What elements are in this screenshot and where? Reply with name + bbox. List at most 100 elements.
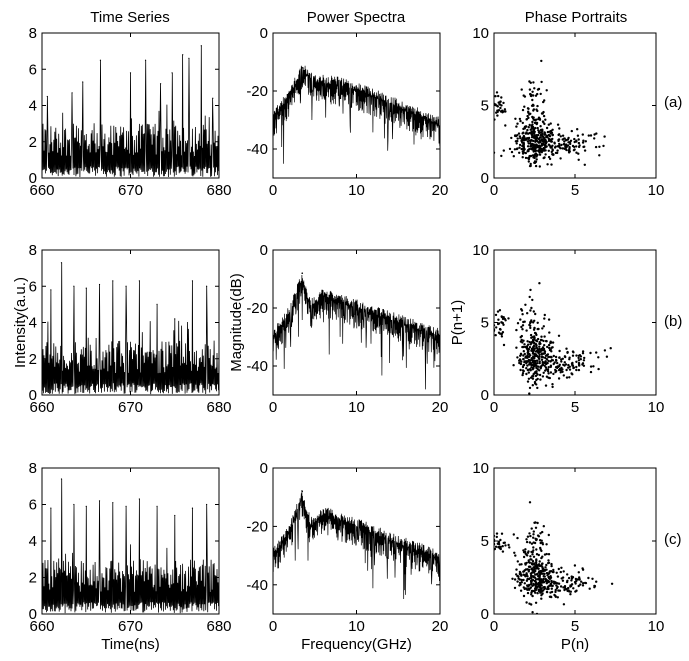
phase-portrait-b-point-53	[502, 343, 506, 347]
phase-portrait-a-point-276	[561, 134, 565, 137]
phase-portrait-c-point-461	[494, 547, 497, 551]
phase-portrait-b-point-284	[568, 356, 571, 359]
phase-portrait-b-point-276	[565, 347, 568, 350]
phase-portrait-c-point-199	[529, 586, 533, 589]
phase-portrait-c-point-426	[528, 541, 532, 544]
phase-portrait-c-point-167	[556, 575, 560, 578]
phase-portrait-a-point-469	[510, 150, 514, 154]
phase-portrait-a-point-370	[587, 134, 590, 137]
phase-portrait-c-point-318	[569, 590, 572, 593]
time-series-b-peak-4	[98, 283, 101, 286]
time-series-b: 660 670 680 0 2 4 6 8 Intensity(a.u.)	[12, 242, 232, 416]
phase-portrait-c-point-320	[522, 570, 525, 573]
phase-portrait-c-point-306	[553, 593, 556, 597]
phase-portrait-a-point-113	[547, 123, 550, 126]
phase-portrait-a-point-464	[540, 59, 543, 63]
phase-portrait-b-point-418	[537, 327, 540, 331]
phase-portrait-a-point-446	[535, 108, 538, 111]
phase-portrait-c-point-434	[530, 550, 533, 554]
phase-portrait-a-xtick-label-0: 0	[490, 182, 498, 199]
phase-portrait-c-point-387	[532, 555, 536, 558]
phase-portrait-b-point-424	[524, 303, 527, 306]
time-series-a-peak-10	[200, 45, 202, 47]
phase-portrait-b-point-174	[533, 359, 537, 363]
phase-portrait-a-point-467	[532, 104, 535, 107]
phase-portrait-a-point-224	[538, 153, 542, 156]
phase-portrait-b-point-335	[561, 368, 564, 371]
phase-portrait-c-point-351	[545, 552, 548, 556]
phase-portrait-b-point-322	[582, 364, 586, 367]
phase-portrait-c-point-300	[566, 573, 569, 576]
phase-portrait-b-point-328	[542, 348, 546, 352]
time-series-c-ytick-label-4: 8	[29, 460, 37, 477]
phase-portrait-a-point-424	[539, 92, 542, 96]
phase-portrait-b: 0 5 10 0 5 10 P(n+1)	[449, 242, 664, 416]
phase-portrait-a-point-268	[544, 153, 547, 156]
phase-portrait-a-axes-box	[493, 32, 657, 179]
phase-portrait-a-point-166	[558, 127, 561, 130]
phase-portrait-b-data	[494, 282, 612, 395]
phase-portrait-b-point-294	[577, 356, 580, 360]
phase-portrait-b-point-286	[562, 374, 565, 377]
phase-portrait-a-point-269	[534, 139, 537, 143]
time-series-a-peak-2	[82, 81, 84, 83]
phase-portrait-c-point-180	[535, 558, 538, 561]
phase-portrait-c-point-207	[534, 587, 537, 590]
phase-portrait-b-point-104	[515, 346, 518, 349]
phase-portrait-b-point-282	[546, 370, 550, 373]
phase-portrait-b-point-414	[530, 320, 533, 323]
phase-portrait-b-point-468	[504, 319, 507, 322]
phase-portrait-c-point-418	[531, 589, 535, 593]
phase-portrait-a-point-413	[542, 114, 546, 118]
phase-portrait-c-point-261	[537, 578, 540, 581]
power-spectra-b-ylabel: Magnitude(dB)	[228, 273, 245, 371]
time-series-a-peak-9	[188, 57, 190, 59]
power-spectra-c-ytick-label-1: -20	[246, 518, 268, 535]
phase-portrait-c-point-299	[549, 582, 552, 586]
phase-portrait-a-point-378	[576, 134, 580, 137]
phase-portrait-b-point-94	[520, 334, 523, 338]
phase-portrait-b-point-264	[540, 358, 544, 361]
phase-portrait-a-point-369	[584, 140, 587, 143]
phase-portrait-a-point-428	[535, 143, 538, 146]
time-series-a-peak-7	[171, 72, 173, 74]
phase-portrait-a-point-294	[577, 152, 580, 155]
phase-portrait-a-point-445	[537, 146, 540, 149]
phase-portrait-b-point-132	[542, 356, 545, 359]
phase-portrait-c-point-121	[547, 561, 551, 564]
phase-portrait-c-ytick-label-2: 10	[472, 460, 489, 477]
phase-portrait-a-xtick-label-1: 5	[571, 182, 579, 199]
phase-portrait-c-point-412	[525, 538, 528, 541]
phase-portrait-b-point-229	[563, 361, 566, 364]
phase-portrait-a-point-432	[528, 88, 532, 91]
phase-portrait-c-point-416	[541, 530, 544, 534]
phase-portrait-a-point-458	[530, 94, 533, 98]
phase-portrait-b-point-5	[552, 354, 555, 358]
phase-portrait-c-point-433	[530, 542, 534, 545]
phase-portrait-c-point-279	[567, 589, 570, 592]
phase-portrait-a-point-425	[529, 112, 532, 116]
phase-portrait-c-point-405	[526, 535, 530, 538]
phase-portrait-c-point-399	[532, 533, 535, 536]
phase-portrait-a-point-309	[526, 145, 530, 148]
phase-portrait-a-point-52	[528, 123, 531, 127]
phase-portrait-b-point-138	[525, 347, 529, 350]
phase-portrait-a-point-410	[531, 98, 534, 102]
phase-portrait-a-point-387	[575, 140, 578, 143]
phase-portrait-b-point-59	[526, 368, 530, 372]
time-series-c-xlabel: Time(ns)	[101, 636, 160, 653]
phase-portrait-c-point-366	[547, 575, 550, 579]
phase-portrait-b-point-394	[543, 335, 546, 338]
phase-portrait-c-point-245	[555, 584, 558, 587]
phase-portrait-b-point-377	[538, 282, 541, 285]
phase-portrait-a-point-477	[543, 99, 546, 102]
phase-portrait-a-point-326	[582, 139, 585, 142]
time-series-c-ytick-label-3: 6	[29, 497, 37, 514]
phase-portrait-b-point-125	[532, 373, 535, 376]
phase-portrait-c-point-332	[576, 578, 579, 581]
phase-portrait-c-point-333	[573, 580, 577, 584]
phase-portrait-b-point-197	[522, 357, 525, 361]
phase-portrait-c-point-419	[542, 577, 545, 581]
phase-portrait-b-point-340	[582, 359, 586, 362]
